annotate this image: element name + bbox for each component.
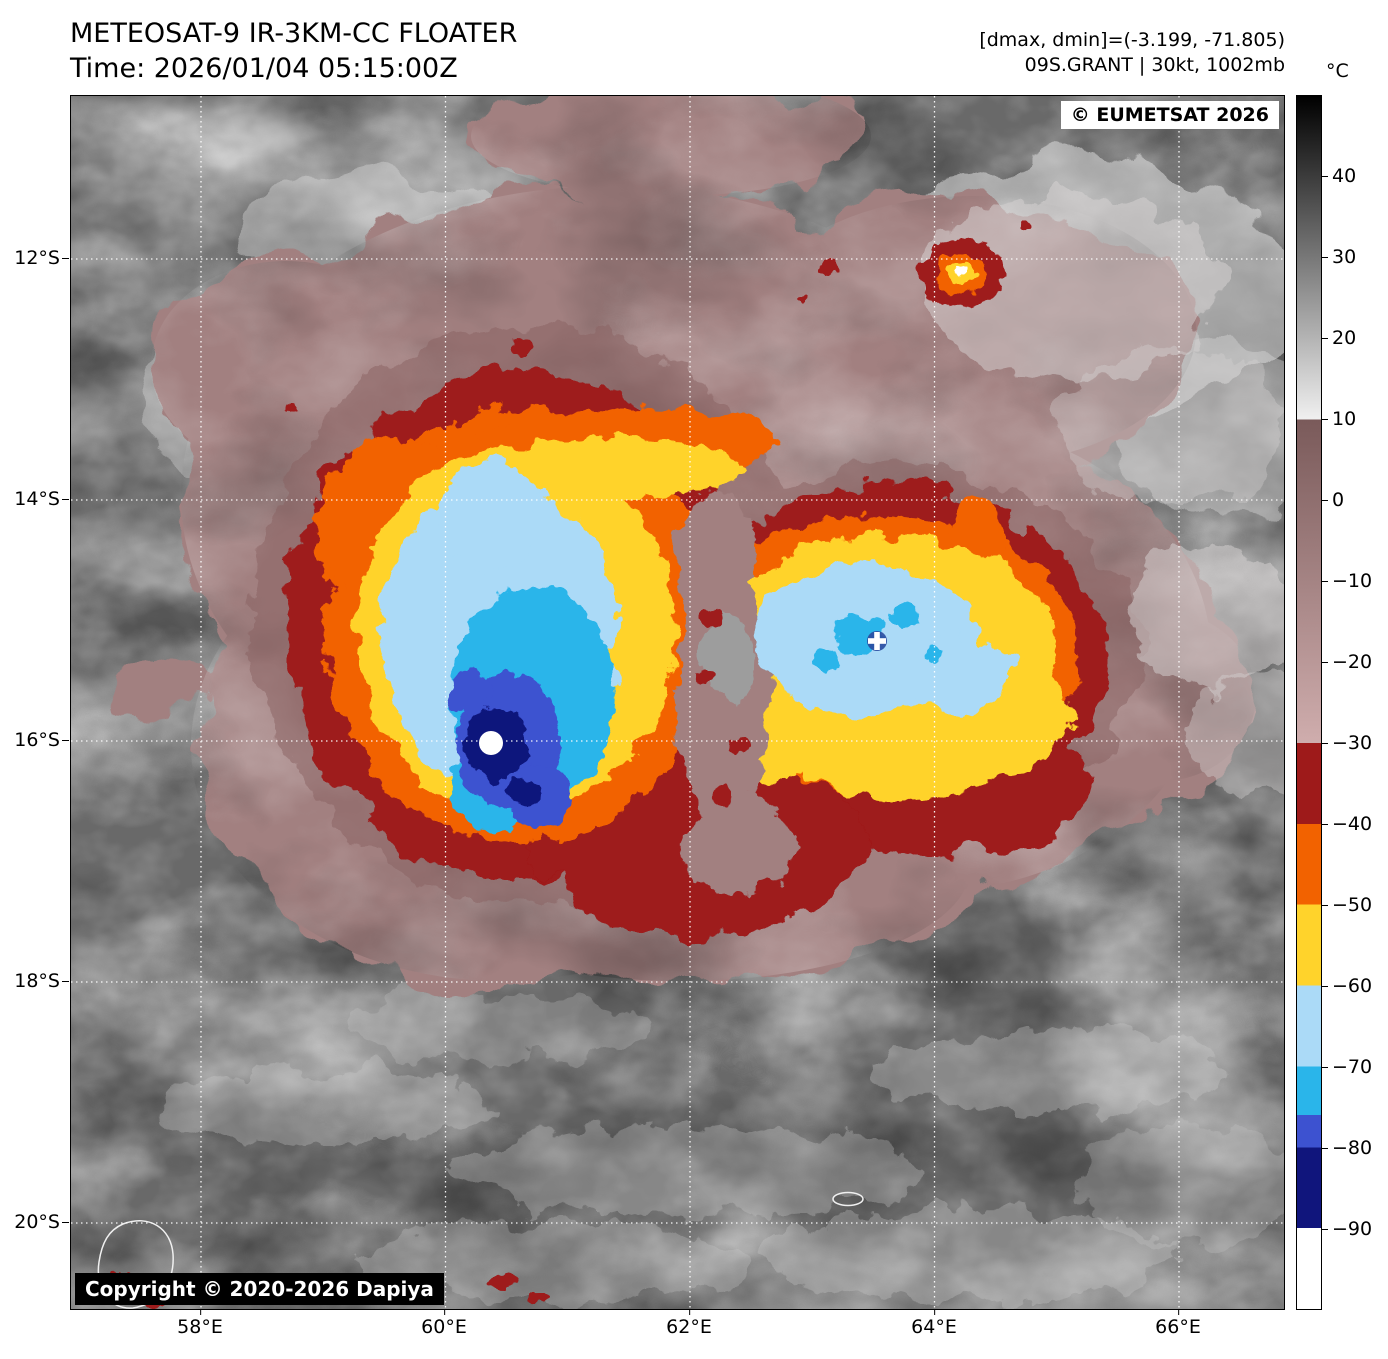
colorbar-unit: °C	[1326, 60, 1349, 82]
warm-corridor	[675, 491, 794, 896]
colorbar-tick-label: −80	[1320, 1137, 1373, 1159]
colorbar-tick-label: 10	[1320, 408, 1357, 430]
lon-tick-label: 60°E	[421, 1309, 467, 1338]
lon-tick-label: 58°E	[177, 1309, 223, 1338]
colorbar-tick-label: −10	[1320, 570, 1373, 592]
colorbar-tick-label: −40	[1320, 813, 1373, 835]
storm-info-readout: 09S.GRANT | 30kt, 1002mb	[1024, 54, 1285, 76]
island-outlines	[97, 1191, 864, 1309]
scattered-red-speckles	[286, 341, 749, 804]
colorbar-tick-label: 20	[1320, 327, 1357, 349]
island-mauritius	[97, 1220, 174, 1309]
lon-tick-label: 64°E	[911, 1309, 957, 1338]
lat-tick-label: 12°S	[0, 247, 69, 269]
figure-title: METEOSAT-9 IR-3KM-CC FLOATER	[70, 18, 518, 49]
colorbar-gradient	[1296, 95, 1322, 1310]
hot-tower-ne	[798, 219, 1029, 310]
figure-time: Time: 2026/01/04 05:15:00Z	[70, 53, 458, 84]
colorbar-tick-label: −30	[1320, 732, 1373, 754]
coldest-top-white-spot	[479, 731, 503, 755]
colorbar-tick-label: 0	[1320, 489, 1345, 511]
storm-center-marker	[867, 631, 887, 651]
storm-annotation: [dmax, dmin]=(-3.199, -71.805) 09S.GRANT…	[979, 28, 1285, 78]
lat-tick-label: 16°S	[0, 729, 69, 751]
colorbar-tick-label: 40	[1320, 165, 1357, 187]
lon-tick-label: 66°E	[1155, 1309, 1201, 1338]
ne-cloud-overlay	[921, 191, 1284, 796]
eumetsat-badge: © EUMETSAT 2026	[1060, 101, 1279, 129]
lon-tick-label: 62°E	[666, 1309, 712, 1338]
dapiya-copyright-badge: Copyright © 2020-2026 Dapiya	[75, 1273, 444, 1305]
dmax-dmin-readout: [dmax, dmin]=(-3.199, -71.805)	[979, 29, 1285, 51]
satellite-map: © EUMETSAT 2026 Copyright © 2020-2026 Da…	[70, 95, 1285, 1310]
lat-tick-label: 20°S	[0, 1211, 69, 1233]
island-rodrigues	[832, 1191, 864, 1207]
colorbar-tick-label: −60	[1320, 975, 1373, 997]
colorbar-tick-label: −20	[1320, 651, 1373, 673]
lat-tick-label: 18°S	[0, 970, 69, 992]
satellite-image	[71, 96, 1284, 1309]
colorbar-tick-label: 30	[1320, 246, 1357, 268]
colorbar-tick-label: −50	[1320, 894, 1373, 916]
lat-tick-label: 14°S	[0, 488, 69, 510]
southern-cloud-streets	[156, 991, 1284, 1301]
colorbar-tick-label: −90	[1320, 1218, 1373, 1240]
colorbar-tick-label: −70	[1320, 1056, 1373, 1078]
title-block: METEOSAT-9 IR-3KM-CC FLOATER Time: 2026/…	[70, 16, 517, 86]
